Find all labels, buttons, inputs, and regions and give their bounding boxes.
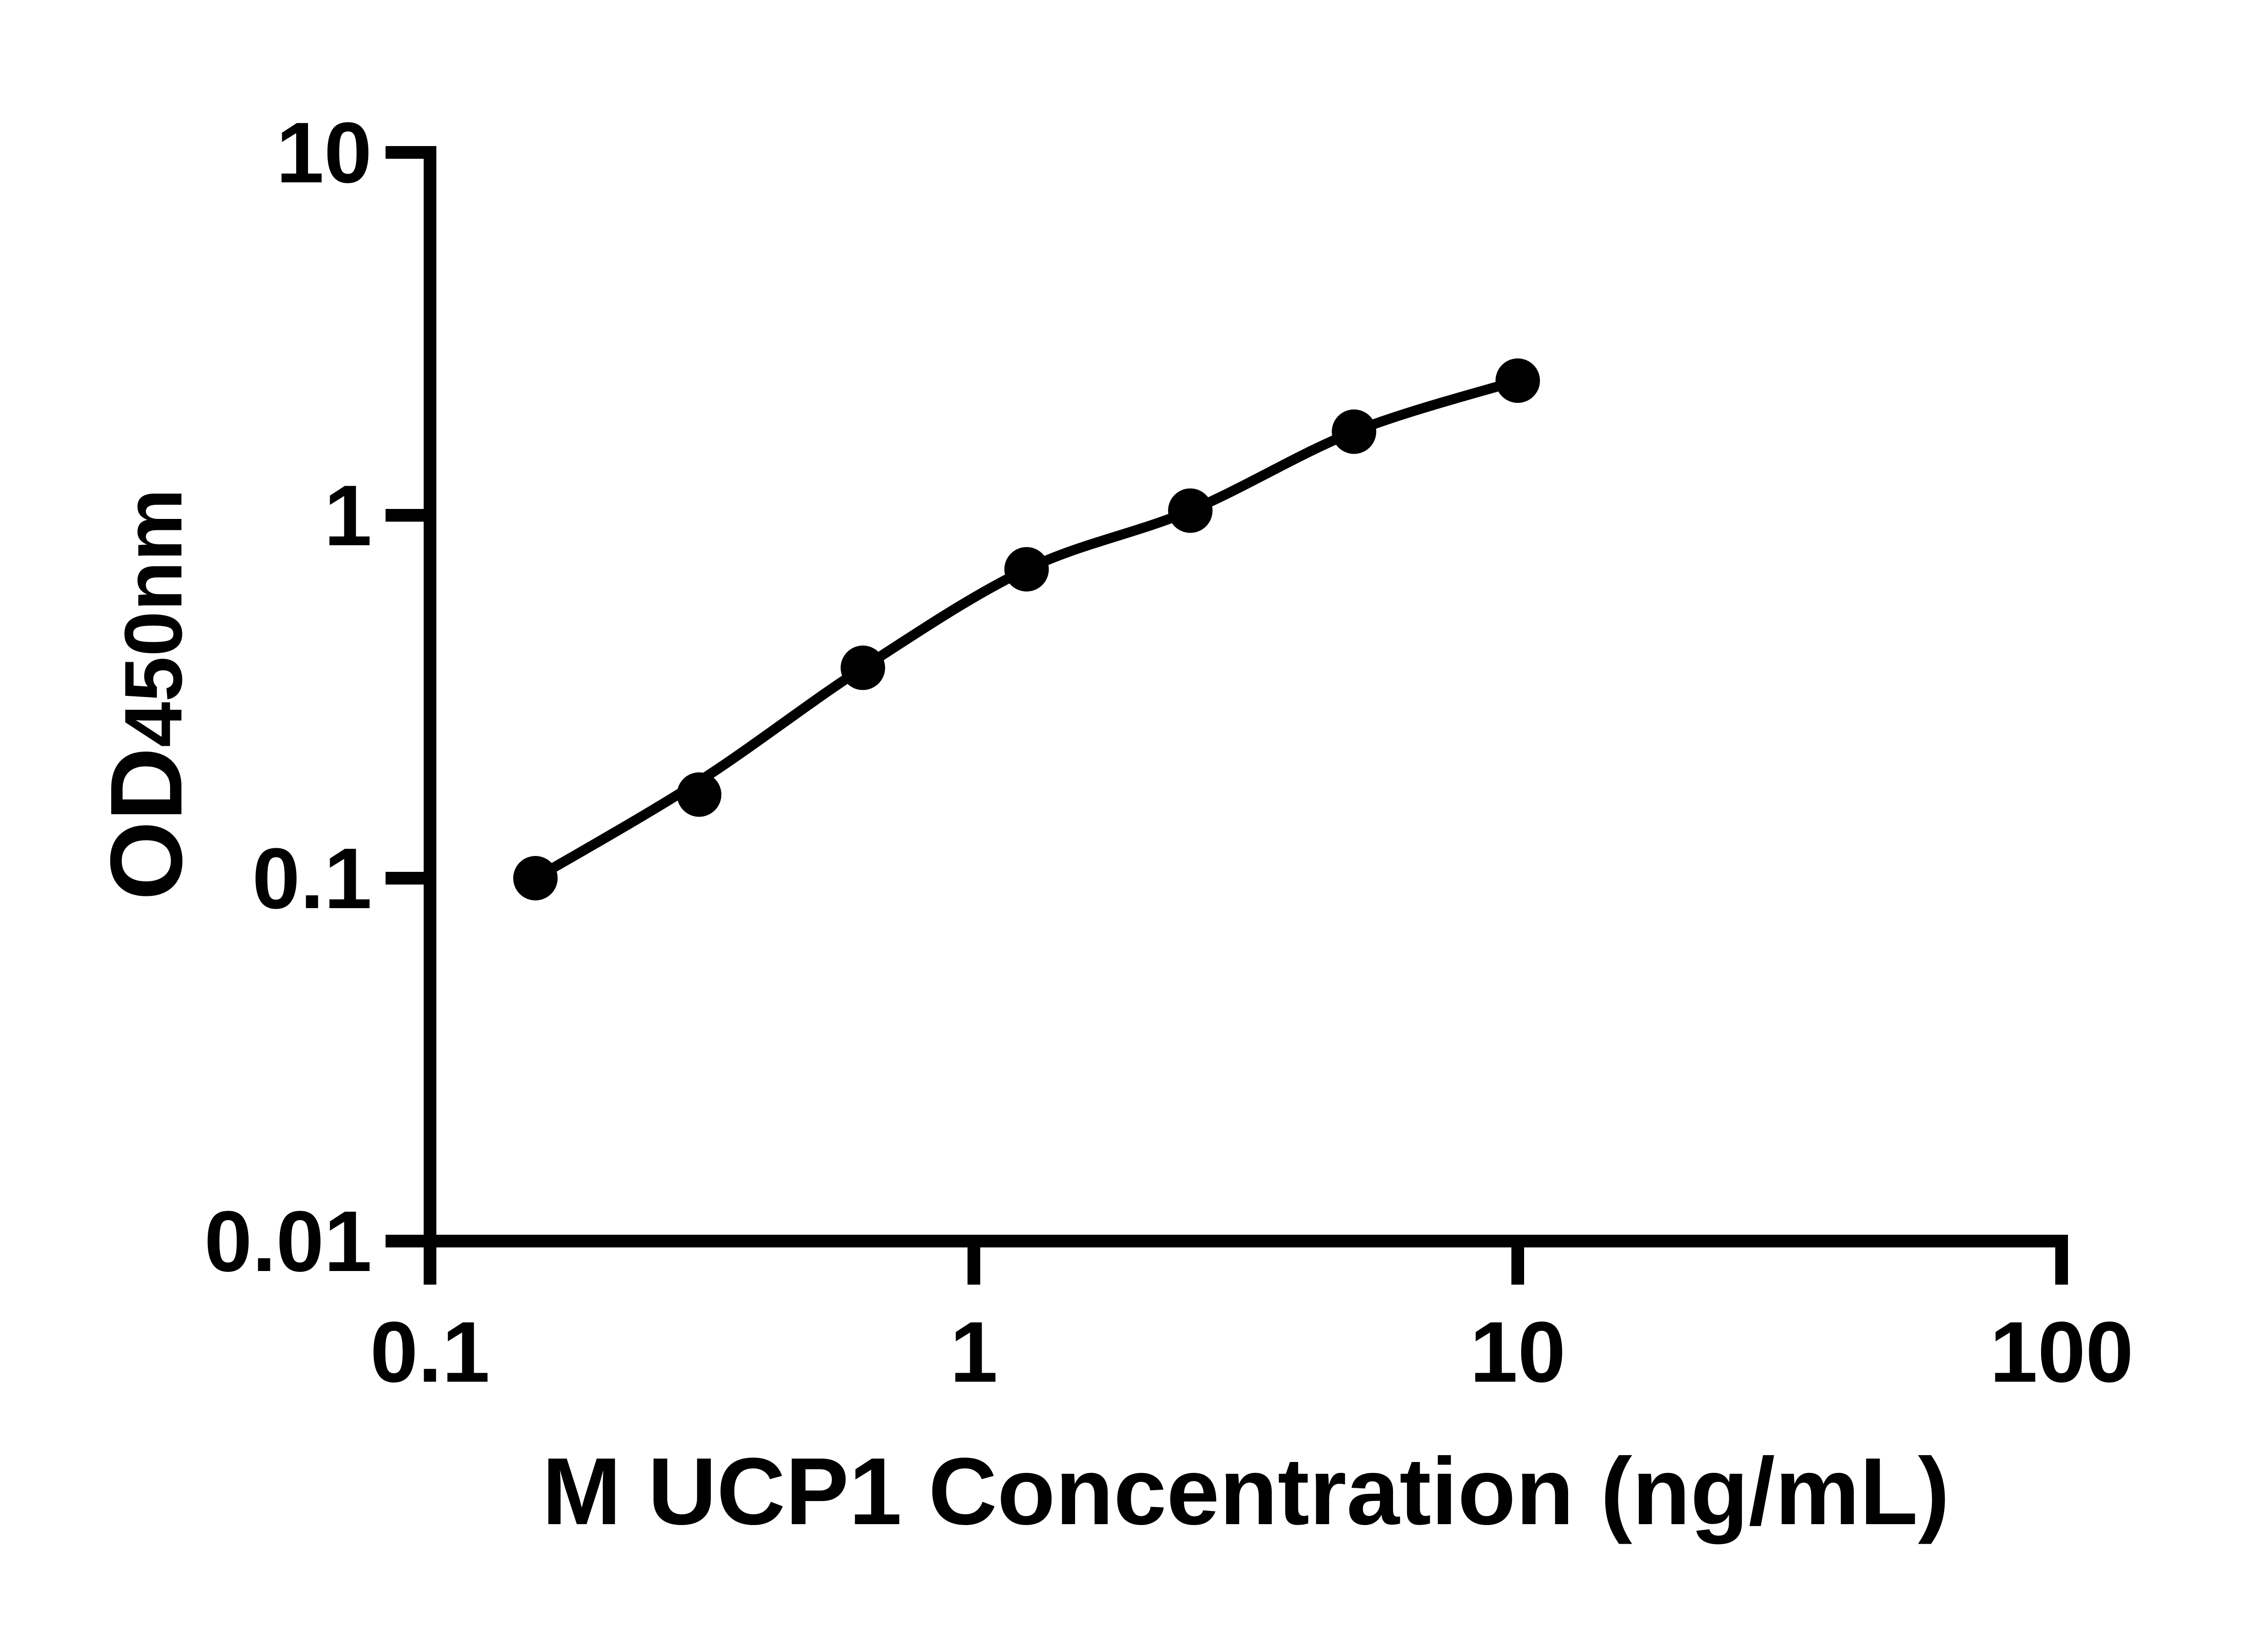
data-point (1004, 547, 1049, 592)
y-axis-title-sub: 450nm (108, 489, 199, 747)
x-tick-label: 1 (950, 1304, 998, 1400)
data-point (1332, 409, 1377, 454)
y-tick-label: 0.1 (252, 831, 372, 927)
data-point (677, 772, 722, 817)
x-axis-title: M UCP1 Concentration (ng/mL) (542, 1438, 1950, 1545)
data-point (513, 856, 558, 900)
x-tick-label: 0.1 (370, 1304, 490, 1400)
y-axis-title-main: OD (89, 747, 203, 900)
x-tick-label: 100 (1989, 1304, 2133, 1400)
data-point (1496, 358, 1540, 403)
y-tick-label: 0.01 (204, 1193, 372, 1290)
x-tick-label: 10 (1470, 1304, 1565, 1400)
data-point (841, 645, 885, 690)
y-tick-label: 10 (276, 105, 372, 201)
y-axis-title: OD450nm (89, 489, 203, 900)
y-tick-label: 1 (324, 468, 372, 564)
data-point (1168, 488, 1213, 533)
